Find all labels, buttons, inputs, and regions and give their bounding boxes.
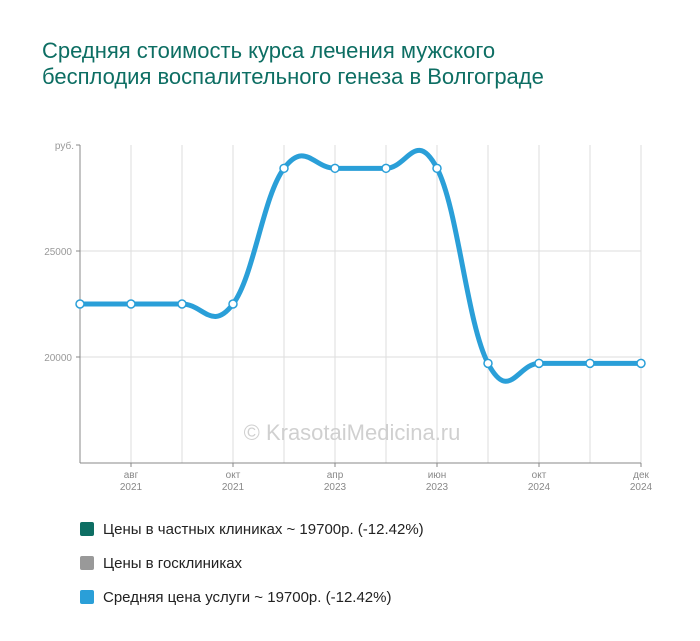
x-tick-label-year: 2024 xyxy=(528,482,551,493)
x-tick-label-year: 2021 xyxy=(120,482,143,493)
x-tick-label-year: 2023 xyxy=(426,482,449,493)
legend-item[interactable]: Цены в частных клиниках ~ 19700р. (-12.4… xyxy=(80,512,640,546)
legend-swatch xyxy=(80,556,94,570)
data-point[interactable] xyxy=(75,299,85,309)
x-tick-label-year: 2021 xyxy=(222,482,245,493)
grid-lines xyxy=(80,145,642,463)
legend-swatch xyxy=(80,522,94,536)
data-point[interactable] xyxy=(483,358,493,369)
data-point[interactable] xyxy=(177,299,187,309)
legend-label: Средняя цена услуги ~ 19700р. (-12.42%) xyxy=(103,588,392,606)
data-point[interactable] xyxy=(228,299,238,309)
data-point[interactable] xyxy=(279,163,289,174)
x-tick-label-month: окт xyxy=(532,470,547,481)
y-tick-label: 20000 xyxy=(44,353,72,364)
x-tick-label-month: апр xyxy=(327,470,344,481)
series-line xyxy=(77,148,644,384)
x-tick-label-year: 2024 xyxy=(630,482,653,493)
chart-title: Средняя стоимость курса лечения мужского… xyxy=(42,38,544,89)
legend-item[interactable]: Средняя цена услуги ~ 19700р. (-12.42%) xyxy=(80,580,640,614)
series-lines xyxy=(77,148,644,384)
tick-labels: руб.2000025000авг2021окт2021апр2023июн20… xyxy=(44,140,652,493)
watermark: © KrasotaiMedicina.ru xyxy=(244,420,461,445)
x-tick-label-month: авг xyxy=(124,470,139,481)
x-tick-label-month: дек xyxy=(633,470,649,481)
legend-label: Цены в госклиниках xyxy=(103,554,243,572)
data-point[interactable] xyxy=(330,163,340,174)
x-tick-label-year: 2023 xyxy=(324,482,347,493)
x-tick-label-month: июн xyxy=(428,470,447,481)
data-point[interactable] xyxy=(126,299,136,309)
legend: Цены в частных клиниках ~ 19700р. (-12.4… xyxy=(80,512,640,614)
legend-item[interactable]: Цены в госклиниках xyxy=(80,546,640,580)
y-tick-label: 25000 xyxy=(44,247,72,258)
data-point[interactable] xyxy=(585,358,595,369)
data-points xyxy=(75,163,646,369)
data-point[interactable] xyxy=(381,163,391,174)
data-point[interactable] xyxy=(636,358,646,369)
line-chart: © KrasotaiMedicina.ru руб.2000025000авг2… xyxy=(44,140,652,493)
y-unit-label: руб. xyxy=(55,140,74,152)
legend-label: Цены в частных клиниках ~ 19700р. (-12.4… xyxy=(103,520,424,538)
legend-swatch xyxy=(80,590,94,604)
data-point[interactable] xyxy=(534,358,544,369)
x-tick-label-month: окт xyxy=(226,470,241,481)
data-point[interactable] xyxy=(432,163,442,174)
